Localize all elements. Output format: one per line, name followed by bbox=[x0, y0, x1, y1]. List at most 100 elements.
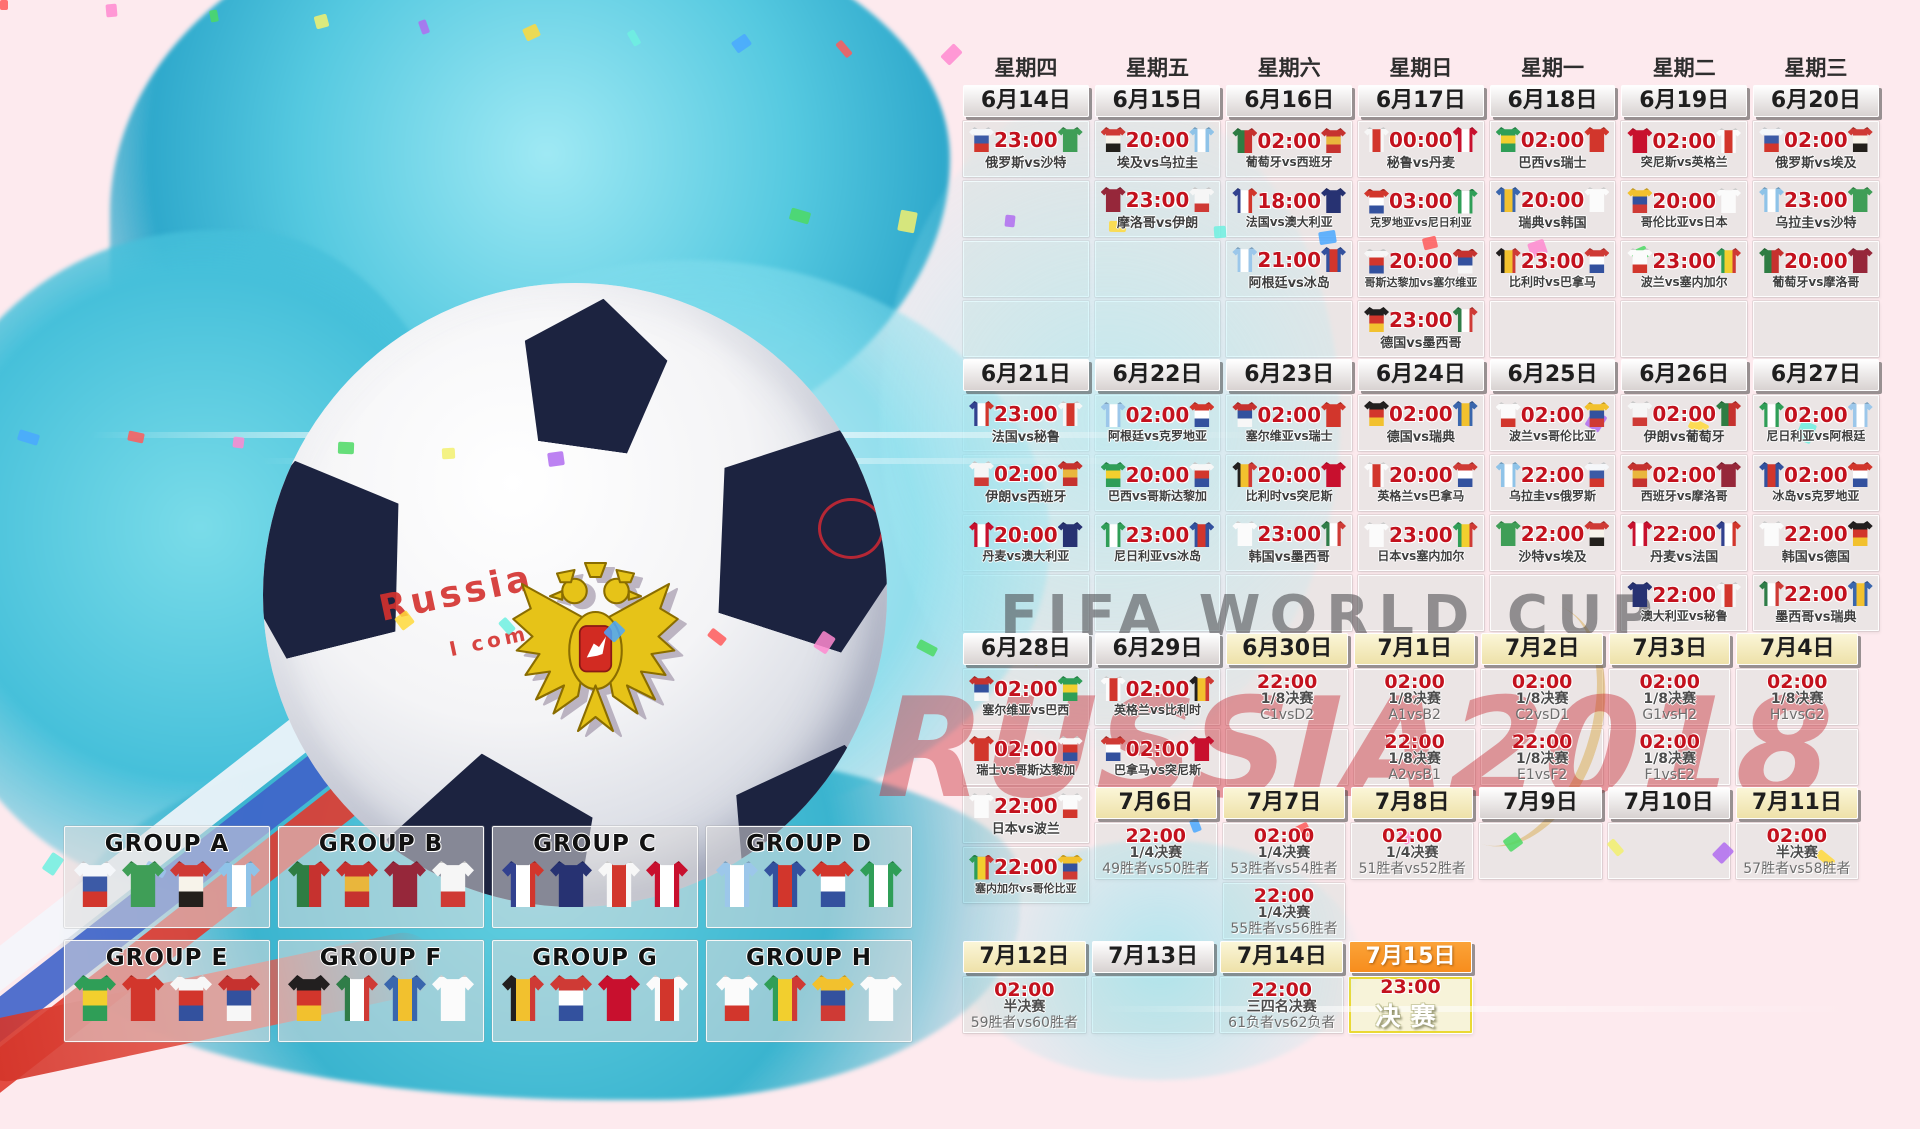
match-time: 02:00 bbox=[1389, 401, 1453, 426]
group-box: GROUP C bbox=[492, 826, 698, 928]
match-top-row: 02:00 bbox=[1624, 401, 1744, 426]
match-time: 22:00 bbox=[1652, 521, 1717, 546]
match-time: 03:00 bbox=[1389, 189, 1453, 213]
group-title: GROUP D bbox=[746, 831, 872, 857]
group-team-jersey-icon bbox=[550, 861, 592, 907]
group-team-jersey-icon bbox=[336, 861, 378, 907]
match-top-row: 22:00 bbox=[1756, 581, 1876, 606]
match-teams: 巴西vs瑞士 bbox=[1518, 156, 1587, 171]
match-top-row: 02:00 bbox=[966, 461, 1086, 486]
matchup-label: 55胜者vs56胜者 bbox=[1230, 920, 1338, 937]
match-teams: 巴拿马vs突尼斯 bbox=[1114, 763, 1201, 777]
red-scribble-circle bbox=[818, 498, 884, 559]
match-cell: 18:00 法国vs澳大利亚 bbox=[1226, 181, 1353, 237]
knockout-cell: 02:00 半决赛 57胜者vs58胜者 bbox=[1735, 823, 1858, 879]
group-team-jersey-icon bbox=[860, 975, 902, 1021]
match-time: 22:00 bbox=[1652, 582, 1717, 607]
match-top-row: 20:00 bbox=[1229, 462, 1349, 487]
stage-label: 1/8决赛 bbox=[1643, 750, 1696, 767]
match-time: 20:00 bbox=[1389, 462, 1453, 487]
match-time: 23:00 bbox=[1125, 522, 1190, 547]
match-teams: 巴西vs哥斯达黎加 bbox=[1108, 489, 1207, 503]
match-top-row: 21:00 bbox=[1229, 247, 1349, 272]
match-cell: 02:00 巴西vs瑞士 bbox=[1489, 121, 1616, 177]
weekday-label: 星期五 bbox=[1126, 56, 1189, 80]
matchup-label: G1vsH2 bbox=[1642, 706, 1698, 723]
match-time: 22:00 bbox=[994, 793, 1058, 818]
match-cell: 23:00 法国vs秘鲁 bbox=[963, 395, 1089, 451]
date-header: 6月18日 bbox=[1489, 85, 1616, 117]
date-header: 6月19日 bbox=[1621, 85, 1748, 117]
match-top-row: 02:00 bbox=[1756, 402, 1876, 427]
match-top-row: 20:00 bbox=[1361, 248, 1481, 274]
match-time: 23:00 bbox=[1652, 248, 1717, 273]
date-header: 7月10日 bbox=[1607, 787, 1730, 819]
matchup-label: H1vsG2 bbox=[1769, 706, 1825, 723]
groups-panel: GROUP A GROUP B GROUP C GROUP D GROUP E GROUP… bbox=[64, 826, 912, 1042]
final-label: 决赛 bbox=[1375, 1002, 1446, 1031]
match-cell: 22:00 沙特vs埃及 bbox=[1489, 515, 1616, 571]
match-time: 23:00 bbox=[1520, 248, 1585, 273]
match-time: 02:00 bbox=[1766, 670, 1828, 693]
match-cell: 20:00 哥斯达黎加vs塞尔维亚 bbox=[1358, 241, 1484, 297]
stage-label: 1/8决赛 bbox=[1770, 690, 1824, 707]
match-top-row: 02:00 bbox=[1098, 736, 1218, 761]
empty-cell bbox=[1489, 301, 1616, 357]
weekday-label: 星期日 bbox=[1389, 56, 1453, 80]
match-time: 20:00 bbox=[1784, 248, 1848, 273]
match-top-row: 20:00 bbox=[1493, 187, 1613, 212]
group-team-jersey-icon bbox=[288, 975, 330, 1021]
match-time: 02:00 bbox=[1639, 670, 1700, 693]
date-header: 7月8日 bbox=[1351, 787, 1474, 819]
date-header: 7月4日 bbox=[1736, 633, 1858, 665]
match-time: 20:00 bbox=[994, 522, 1058, 547]
group-team-jersey-icon bbox=[502, 975, 544, 1021]
date-header: 7月13日 bbox=[1091, 941, 1215, 973]
match-time: 23:00 bbox=[1257, 521, 1322, 546]
match-teams: 日本vs塞内加尔 bbox=[1377, 549, 1465, 563]
match-cell: 02:00 塞尔维亚vs巴西 bbox=[963, 669, 1089, 725]
group-team-jersey-icon bbox=[74, 861, 116, 907]
group-team-jersey-icon bbox=[550, 975, 592, 1021]
match-teams: 西班牙vs摩洛哥 bbox=[1640, 489, 1728, 503]
match-cell: 23:00 波兰vs塞内加尔 bbox=[1621, 241, 1748, 297]
stage-label: 1/8决赛 bbox=[1260, 690, 1314, 707]
group-team-jersey-icon bbox=[646, 975, 688, 1021]
group-team-jersey-icon bbox=[764, 861, 806, 907]
match-time: 20:00 bbox=[1389, 249, 1453, 273]
weekday-label: 星期一 bbox=[1521, 56, 1585, 80]
calendar-band: 星期四 星期五 星期六 星期日 星期一 星期二 星期三 6月14日 6月15日 6月16日 6月17… bbox=[963, 55, 1879, 357]
knockout-cell: 22:00 1/8决赛 A2vsB1 bbox=[1353, 729, 1476, 785]
match-cell: 20:00 哥伦比亚vs日本 bbox=[1621, 181, 1748, 237]
stage-label: 半决赛 bbox=[1003, 998, 1046, 1015]
group-team-jersey-icon bbox=[122, 861, 164, 907]
match-time: 23:00 bbox=[1125, 187, 1190, 212]
group-team-jersey-icon bbox=[646, 861, 688, 907]
match-top-row: 02:00 bbox=[1229, 402, 1349, 427]
group-team-jersey-icon bbox=[598, 861, 640, 907]
match-cell: 02:00 冰岛vs克罗地亚 bbox=[1753, 455, 1879, 511]
match-top-row: 20:00 bbox=[1361, 462, 1481, 487]
match-time: 02:00 bbox=[1511, 670, 1573, 693]
match-top-row: 22:00 bbox=[966, 793, 1086, 818]
match-teams: 俄罗斯vs埃及 bbox=[1775, 156, 1857, 171]
match-top-row: 02:00 bbox=[1756, 462, 1876, 487]
group-jerseys bbox=[74, 861, 260, 907]
group-team-jersey-icon bbox=[716, 861, 758, 907]
group-jerseys bbox=[288, 861, 474, 907]
group-team-jersey-icon bbox=[218, 975, 260, 1021]
match-teams: 塞内加尔vs哥伦比亚 bbox=[974, 881, 1077, 895]
matchup-label: 61负者vs62负者 bbox=[1228, 1014, 1336, 1031]
weekday-label: 星期四 bbox=[994, 56, 1058, 80]
match-time: 20:00 bbox=[1125, 127, 1190, 152]
match-time: 02:00 bbox=[1125, 736, 1190, 761]
knockout-cell: 02:00 1/8决赛 A1vsB2 bbox=[1353, 669, 1476, 725]
group-team-jersey-icon bbox=[336, 975, 378, 1021]
match-cell: 20:00 英格兰vs巴拿马 bbox=[1358, 455, 1484, 511]
match-top-row: 23:00 bbox=[966, 127, 1086, 152]
empty-cell bbox=[1358, 575, 1484, 631]
empty-cell bbox=[1736, 729, 1858, 785]
match-time: 23:00 bbox=[994, 401, 1058, 426]
match-top-row: 23:00 bbox=[1229, 521, 1349, 546]
match-top-row: 02:00 bbox=[966, 676, 1086, 701]
